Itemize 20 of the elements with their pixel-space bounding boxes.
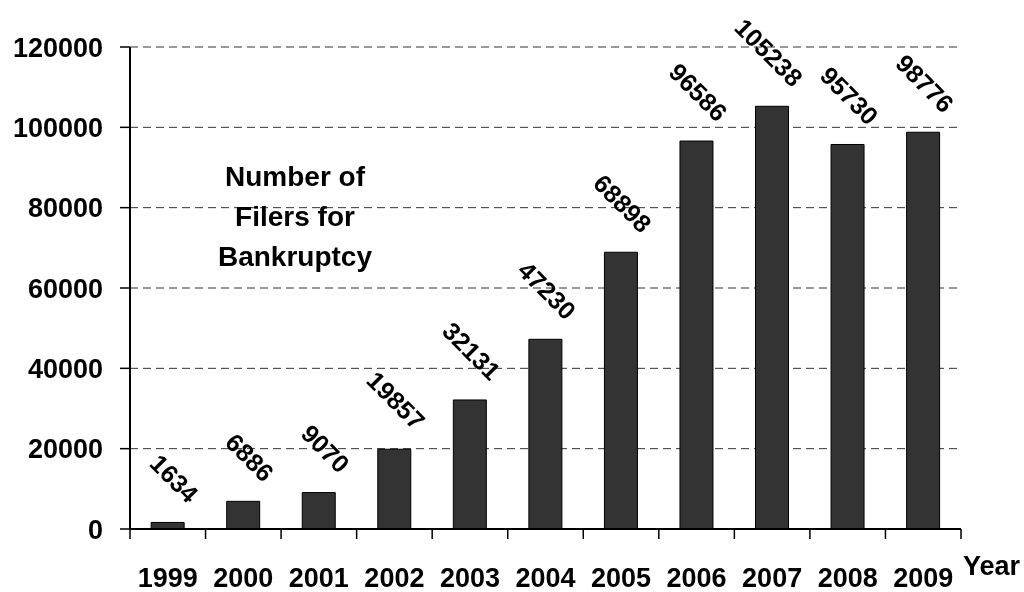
x-tick-label: 2000 [213, 563, 274, 592]
y-tick-label: 60000 [27, 273, 103, 304]
x-tick-label: 2003 [439, 563, 500, 592]
x-axis-title: Year [963, 551, 1021, 581]
y-tick-label: 120000 [12, 32, 103, 63]
text: Number of Filers for Bankruptcy [216, 160, 373, 274]
x-tick-label: 1999 [137, 563, 198, 592]
y-tick-label: 40000 [27, 353, 103, 384]
x-tick-label: 2009 [893, 563, 954, 592]
x-tick-label: 2002 [364, 563, 425, 592]
x-tick-label: 2007 [742, 563, 803, 592]
y-tick-label: 100000 [12, 112, 103, 143]
x-tick-label: 2008 [817, 563, 878, 592]
y-tick-label: 0 [87, 514, 103, 545]
x-tick-label: 2005 [591, 563, 652, 592]
x-tick-label: 2006 [666, 563, 727, 592]
x-tick-label: 2001 [288, 563, 349, 592]
x-tick-label: 2004 [515, 563, 576, 592]
y-tick-label: 20000 [27, 434, 103, 465]
y-tick-label: 80000 [27, 193, 103, 224]
